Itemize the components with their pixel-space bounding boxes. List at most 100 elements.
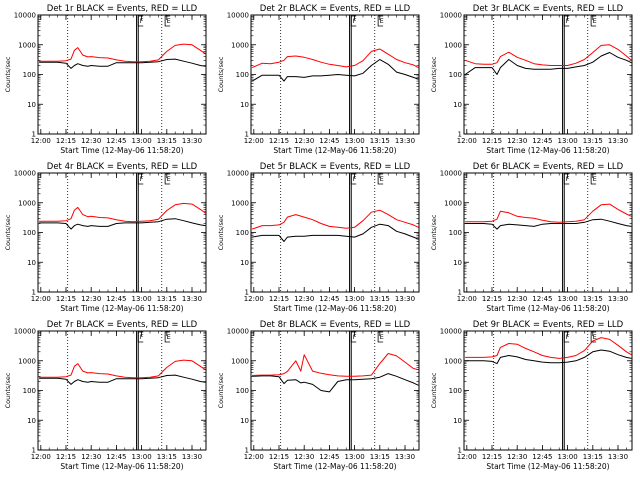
y-tick-label: 1: [458, 131, 462, 139]
x-tick-label: 12:45: [106, 137, 126, 145]
x-tick-label: 12:45: [532, 137, 552, 145]
panel-title: Det 7r BLACK = Events, RED = LLD: [47, 320, 198, 330]
bracket-marker-label: F: [140, 175, 144, 183]
y-tick-label: 1000: [18, 199, 36, 207]
x-tick-label: 13:30: [182, 295, 202, 303]
y-tick-label: 1000: [231, 41, 249, 49]
y-tick-label: 10: [453, 259, 462, 267]
events-series-line: [465, 218, 632, 230]
bracket-marker: [164, 173, 171, 185]
y-tick-label: 10: [27, 259, 36, 267]
y-tick-label: 10000: [440, 170, 462, 178]
x-axis-label: Start Time (12-May-06 11:58:20): [273, 462, 396, 471]
lld-series-line: [251, 48, 419, 69]
bracket-marker: [137, 15, 144, 27]
x-tick-label: 13:00: [558, 453, 578, 461]
bracket-marker-label: E: [380, 17, 384, 25]
bracket-marker-label: E: [167, 333, 171, 341]
x-tick-label: 12:00: [457, 453, 477, 461]
x-tick-label: 12:00: [31, 295, 51, 303]
y-axis-label: Counts/sec: [4, 372, 12, 408]
bracket-marker: [590, 331, 597, 343]
x-tick-label: 12:00: [244, 137, 264, 145]
x-tick-label: 13:00: [345, 295, 365, 303]
bracket-marker: [350, 15, 357, 27]
y-tick-label: 100: [449, 71, 462, 79]
x-axis-label: Start Time (12-May-06 11:58:20): [273, 304, 396, 313]
lld-series-line: [251, 209, 419, 230]
x-tick-label: 12:30: [507, 453, 527, 461]
detector-panel: Det 5r BLACK = Events, RED = LLD Counts/s…: [217, 162, 420, 313]
bracket-marker-label: F: [140, 17, 144, 25]
y-tick-label: 100: [23, 387, 36, 395]
x-tick-label: 12:30: [294, 137, 314, 145]
events-series-line: [464, 52, 632, 75]
lld-series-line: [465, 203, 632, 223]
y-axis-label: Counts/sec: [430, 214, 438, 250]
x-tick-label: 12:00: [457, 295, 477, 303]
y-tick-label: 10: [240, 259, 249, 267]
y-tick-label: 1000: [444, 41, 462, 49]
x-tick-label: 12:30: [81, 137, 101, 145]
panel-title: Det 2r BLACK = Events, RED = LLD: [260, 4, 411, 14]
x-tick-label: 12:00: [457, 137, 477, 145]
panel-title: Det 4r BLACK = Events, RED = LLD: [47, 162, 198, 172]
x-tick-label: 13:30: [608, 453, 628, 461]
plot-frame: [250, 14, 420, 135]
lld-series-line: [464, 44, 632, 66]
plot-frame: [463, 14, 633, 135]
x-tick-label: 12:15: [482, 453, 502, 461]
x-tick-label: 13:00: [345, 137, 365, 145]
panel-title: Det 3r BLACK = Events, RED = LLD: [473, 4, 624, 14]
y-tick-label: 10000: [227, 328, 249, 336]
y-tick-label: 1000: [18, 357, 36, 365]
bracket-marker-label: E: [593, 175, 597, 183]
bracket-marker-label: E: [593, 333, 597, 341]
x-tick-label: 13:30: [395, 453, 415, 461]
bracket-marker-label: E: [593, 17, 597, 25]
x-tick-label: 13:15: [370, 453, 390, 461]
x-tick-label: 12:30: [507, 295, 527, 303]
detector-panel: Det 3r BLACK = Events, RED = LLD Counts/s…: [430, 4, 633, 155]
bracket-marker-label: E: [167, 17, 171, 25]
x-tick-label: 12:30: [81, 453, 101, 461]
x-axis-label: Start Time (12-May-06 11:58:20): [486, 304, 609, 313]
y-tick-label: 100: [23, 71, 36, 79]
bracket-marker: [590, 15, 597, 27]
x-tick-label: 13:30: [608, 295, 628, 303]
y-tick-label: 100: [236, 71, 249, 79]
x-tick-label: 13:00: [558, 137, 578, 145]
x-tick-label: 13:00: [132, 453, 152, 461]
events-series-line: [465, 349, 632, 365]
y-tick-label: 10: [240, 417, 249, 425]
lld-series-line: [39, 43, 206, 63]
x-tick-label: 13:15: [370, 137, 390, 145]
events-series-line: [251, 59, 419, 82]
bracket-marker: [164, 15, 171, 27]
y-axis-label: Counts/sec: [4, 214, 12, 250]
x-tick-label: 12:45: [319, 453, 339, 461]
x-tick-label: 12:15: [56, 137, 76, 145]
panel-title: Det 5r BLACK = Events, RED = LLD: [260, 162, 411, 172]
y-tick-label: 1000: [444, 199, 462, 207]
y-tick-label: 10000: [227, 12, 249, 20]
bracket-marker-label: F: [140, 333, 144, 341]
x-tick-label: 12:15: [482, 295, 502, 303]
bracket-marker-label: F: [353, 17, 357, 25]
x-tick-label: 13:30: [395, 137, 415, 145]
y-tick-label: 10000: [440, 12, 462, 20]
bracket-marker-label: F: [566, 17, 570, 25]
y-tick-label: 1: [245, 131, 249, 139]
x-axis-label: Start Time (12-May-06 11:58:20): [60, 304, 183, 313]
y-tick-label: 1: [245, 447, 249, 455]
plot-frame: [37, 172, 207, 293]
x-tick-label: 12:30: [81, 295, 101, 303]
detector-panel: Det 8r BLACK = Events, RED = LLD Counts/s…: [217, 320, 420, 471]
detector-panel: Det 9r BLACK = Events, RED = LLD Counts/s…: [430, 320, 633, 471]
x-axis-label: Start Time (12-May-06 11:58:20): [273, 146, 396, 155]
x-tick-label: 13:30: [608, 137, 628, 145]
y-axis-label: Counts/sec: [430, 56, 438, 92]
x-tick-label: 12:00: [244, 295, 264, 303]
detector-panel: Det 7r BLACK = Events, RED = LLD Counts/s…: [4, 320, 207, 471]
events-series-line: [39, 374, 206, 385]
